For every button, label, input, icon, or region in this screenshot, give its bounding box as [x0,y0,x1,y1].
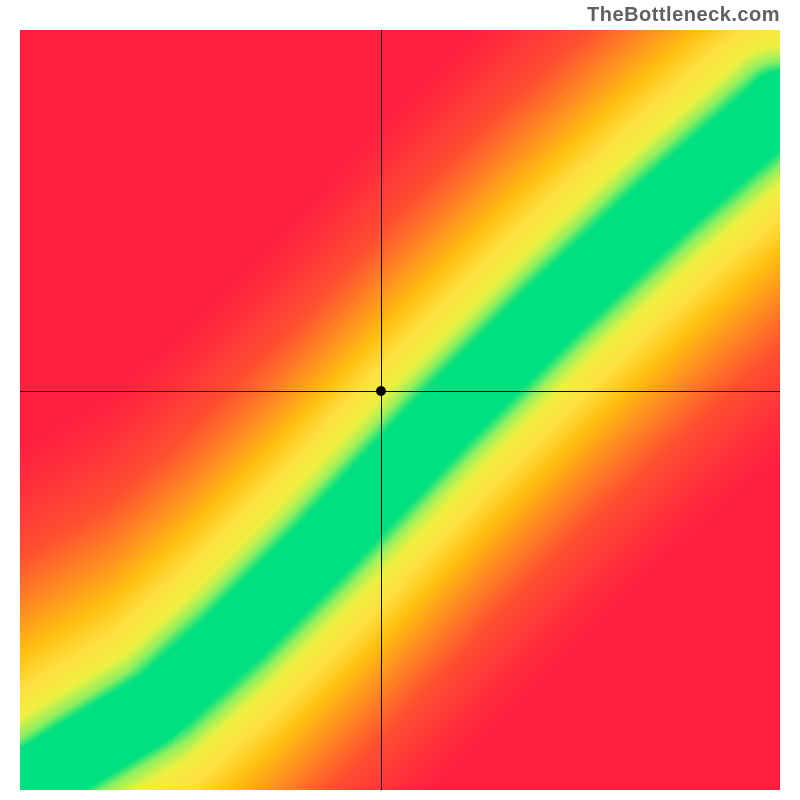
crosshair-marker-dot [376,386,386,396]
heatmap-chart [20,30,780,790]
crosshair-horizontal [20,391,780,392]
crosshair-vertical [381,30,382,790]
heatmap-canvas [20,30,780,790]
watermark-text: TheBottleneck.com [587,4,780,27]
